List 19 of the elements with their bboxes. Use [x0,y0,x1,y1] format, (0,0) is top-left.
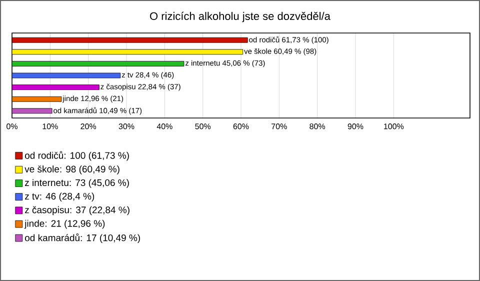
x-tick-label: 10% [42,124,58,130]
legend-label: od rodičů: 100 (61,73 %) [25,151,129,161]
x-tick-label: 20% [80,124,96,130]
x-tick-label: 50% [195,124,211,130]
legend-label: z internetu: 73 (45,06 %) [25,179,129,188]
legend-label: od kamarádů: 17 (10,49 %) [25,233,140,244]
x-tick-label: 80% [310,124,326,130]
x-tick-label: 90% [348,124,364,130]
legend-label: ve škole: 98 (60,49 %) [24,165,120,174]
x-tick-label: 60% [233,124,249,130]
x-tick-label: 70% [272,124,287,130]
chart-title: O rizicích alkoholu jste se dozvěděl/a [150,12,330,22]
x-tick-label: 40% [156,124,172,130]
legend-label: z tv: 46 (28,4 %) [25,192,94,202]
legend-label: z časopisu: 37 (22,84 %) [25,206,130,216]
x-tick-label: 30% [118,124,134,130]
x-tick-label: 0% [6,124,18,130]
x-tick-label: 100% [384,124,404,130]
legend-label: jinde: 21 (12,96 %) [24,220,105,229]
